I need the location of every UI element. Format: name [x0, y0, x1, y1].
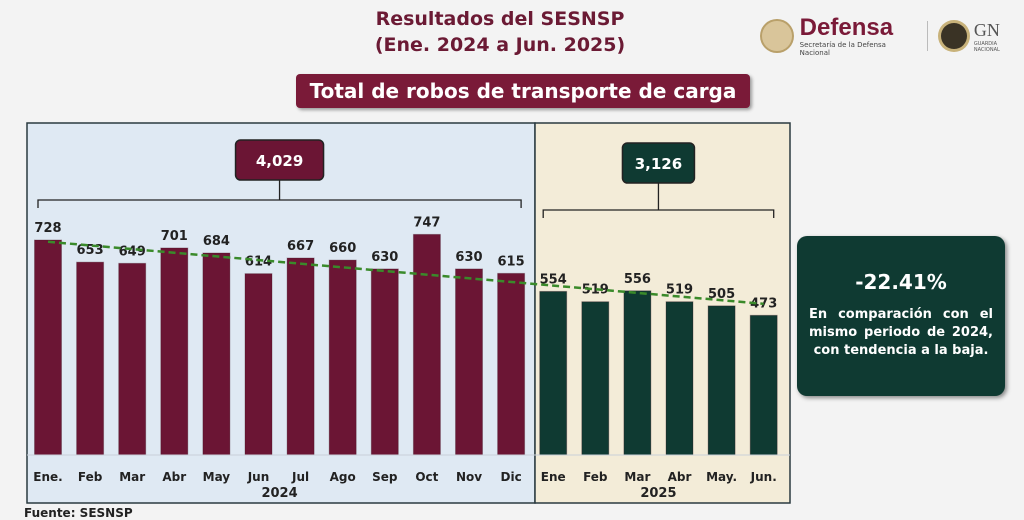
panel-2024 [26, 122, 536, 504]
bar [455, 268, 483, 456]
data-label: 614 [245, 255, 272, 270]
data-label: 556 [624, 272, 651, 287]
tick-label: Mar [624, 470, 650, 484]
defensa-logo: Defensa Secretaría de la Defensa Nacional [799, 14, 917, 58]
data-label: 630 [455, 250, 482, 265]
tick-label: Ago [330, 470, 356, 484]
gn-seal-icon [938, 20, 970, 52]
comparison-callout: -22.41% En comparación con el mismo peri… [797, 236, 1005, 396]
bar [370, 268, 399, 456]
trend-line [47, 240, 764, 306]
defensa-name: Defensa [799, 14, 894, 41]
tick-label: Nov [456, 470, 482, 484]
total-box [234, 139, 325, 181]
data-label: 747 [413, 215, 440, 230]
subtitle: (Ene. 2024 a Jun. 2025) [374, 34, 626, 56]
tick-label: Jun. [750, 470, 777, 484]
bar [118, 262, 147, 456]
chart-banner: Total de robos de transporte de carga [296, 74, 750, 108]
total-label: 4,029 [256, 152, 303, 170]
page-title: Resultados del SESNSP (Ene. 2024 a Jun. … [290, 6, 710, 58]
mexico-seal-icon [760, 19, 794, 53]
gn-logo: GN GUARDIA NACIONAL [974, 20, 1024, 53]
total-label: 3,126 [635, 155, 682, 173]
callout-text: En comparación con el mismo periodo de 2… [809, 307, 993, 358]
group-bracket [542, 183, 775, 218]
tick-label: Mar [119, 470, 145, 484]
bar [665, 301, 694, 456]
tick-label: Ene. [33, 470, 62, 484]
data-label: 630 [371, 250, 398, 265]
data-label: 701 [161, 229, 188, 244]
tick-label: May. [706, 470, 737, 484]
bar [707, 305, 736, 456]
bar [581, 301, 610, 456]
gn-sub: GUARDIA NACIONAL [973, 40, 1000, 53]
data-label: 554 [540, 272, 567, 287]
tick-label: Abr [668, 470, 692, 484]
tick-label: May [203, 470, 231, 484]
tick-label: Jul [291, 470, 309, 484]
tick-label: Dic [501, 470, 522, 484]
group-bracket [37, 180, 522, 208]
data-label: 684 [203, 234, 230, 249]
data-label: 615 [498, 254, 525, 269]
panel-2025 [534, 122, 791, 504]
data-label: 653 [77, 243, 104, 258]
total-box [621, 142, 696, 184]
bar [412, 233, 441, 456]
tick-label: Abr [162, 470, 186, 484]
data-label: 667 [287, 239, 314, 254]
data-label: 728 [34, 221, 61, 236]
data-label: 519 [582, 283, 609, 298]
gn-name: GN [973, 19, 1000, 40]
tick-label: Feb [78, 470, 103, 484]
tick-label: Ene [541, 470, 566, 484]
bar [34, 239, 62, 456]
bar [328, 259, 357, 456]
tick-label: Oct [415, 470, 438, 484]
year-label: 2025 [640, 486, 676, 501]
bar [539, 290, 568, 456]
logos: Defensa Secretaría de la Defensa Nacional… [760, 14, 1024, 58]
bar [286, 257, 315, 456]
bar [497, 272, 526, 456]
title: Resultados del SESNSP [375, 8, 625, 30]
source-note: Fuente: SESNSP [24, 506, 133, 520]
bar [160, 247, 189, 456]
tick-label: Sep [372, 470, 398, 484]
percent-change: -22.41% [855, 270, 947, 294]
bar [623, 290, 652, 456]
data-label: 519 [666, 283, 693, 298]
defensa-sub: Secretaría de la Defensa Nacional [799, 41, 886, 57]
data-label: 649 [119, 244, 146, 259]
bar [749, 314, 778, 456]
bar [244, 273, 273, 456]
tick-label: Feb [583, 470, 608, 484]
bar [202, 252, 231, 456]
year-label: 2024 [261, 486, 297, 501]
tick-label: Jun [247, 470, 270, 484]
data-label: 660 [329, 241, 356, 256]
bar [76, 261, 105, 456]
data-label: 505 [708, 287, 735, 302]
logo-divider [927, 21, 929, 51]
